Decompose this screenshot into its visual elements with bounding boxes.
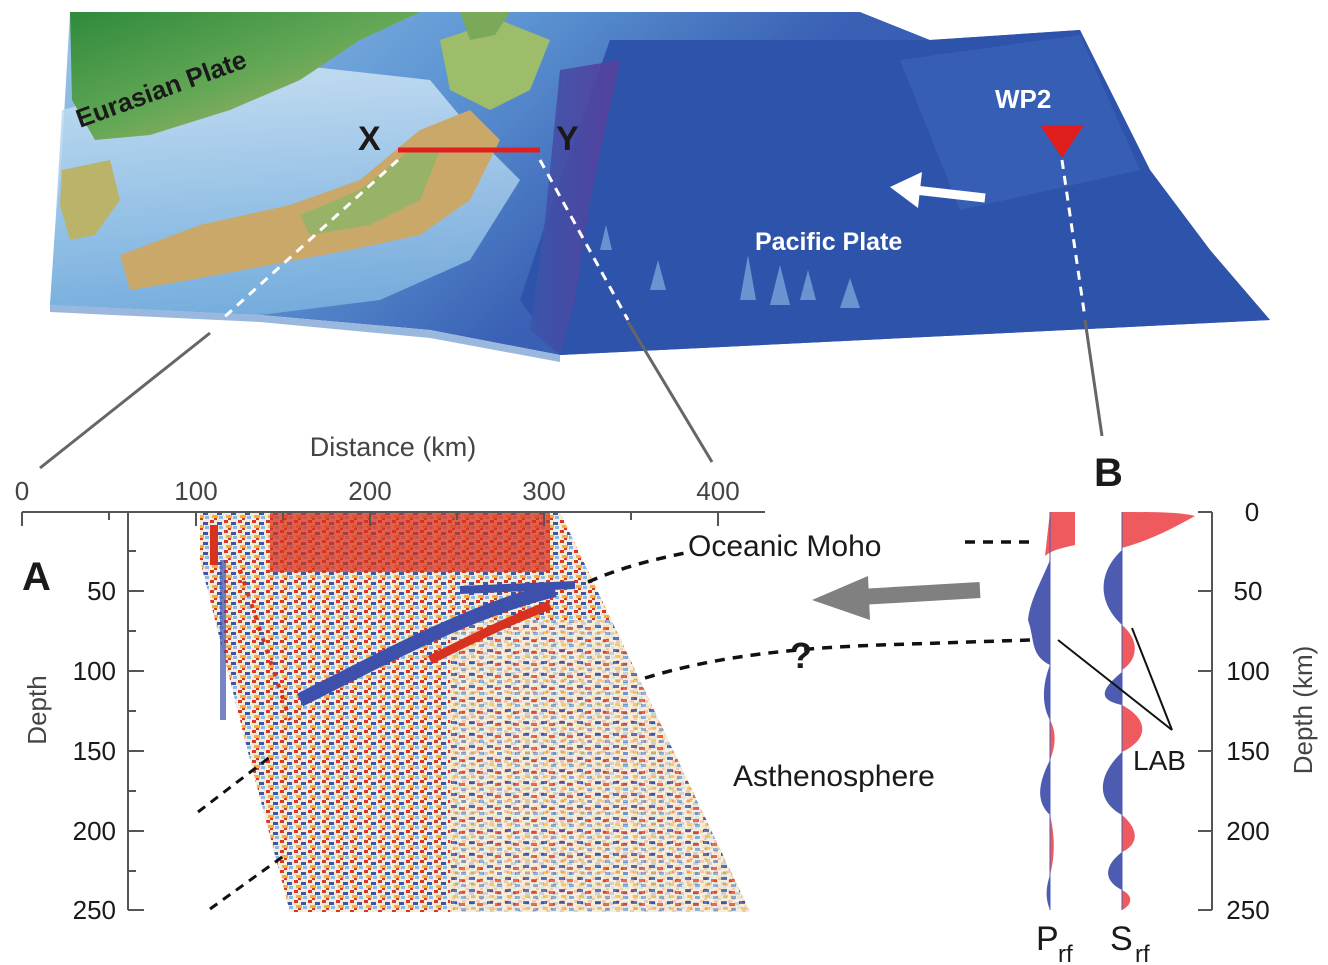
depth-tick-label: 200 xyxy=(1226,816,1269,846)
oceanic-moho-label: Oceanic Moho xyxy=(688,530,881,563)
x-ticks-major xyxy=(21,512,719,526)
pacific-plate-surface xyxy=(520,30,1270,355)
p-rf-subscript: rf xyxy=(1058,941,1073,965)
japan-honshu-green xyxy=(300,150,440,235)
japan-hokkaido xyxy=(440,20,550,110)
depth-tick-label: 50 xyxy=(1234,576,1263,606)
sakhalin xyxy=(460,12,510,40)
x-axis-title: Distance (km) xyxy=(310,432,477,462)
asthenosphere-label: Asthenosphere xyxy=(733,760,935,793)
x-tick-label: 100 xyxy=(174,476,217,506)
x-tick-label: 200 xyxy=(348,476,391,506)
lab-connector xyxy=(644,638,1031,680)
seamounts xyxy=(600,225,860,308)
projection-line-station-dashed xyxy=(1060,159,1087,319)
panel-a: Distance (km) 0 100 200 300 400 50 100 1… xyxy=(15,432,765,925)
peninsula xyxy=(60,160,120,240)
rf-trace-strip xyxy=(210,525,218,565)
y-ticks-major xyxy=(128,550,144,911)
y-tick-label: 200 xyxy=(73,816,116,846)
rf-trace-strip xyxy=(220,560,226,720)
depth-tick-label: 100 xyxy=(1226,656,1269,686)
pacific-plate-label: Pacific Plate xyxy=(755,228,902,256)
question-mark: ? xyxy=(790,635,812,676)
depth-tick-label: 0 xyxy=(1245,497,1259,527)
profile-start-label: X xyxy=(358,120,381,158)
s-rf-subscript: rf xyxy=(1135,941,1150,965)
projection-line-station xyxy=(1083,319,1104,437)
connecting-annotations: Oceanic Moho ? Asthenosphere xyxy=(587,530,1031,793)
station-triangle-icon xyxy=(1040,125,1084,158)
profile-end-label: Y xyxy=(556,120,579,158)
p-rf-label: P xyxy=(1036,920,1059,958)
s-rf-label: S xyxy=(1110,920,1133,958)
y-tick-label: 100 xyxy=(73,656,116,686)
trench xyxy=(530,60,620,355)
projection-line-right xyxy=(626,321,714,463)
y-tick-label: 50 xyxy=(87,576,116,606)
p-rf-trace xyxy=(1028,512,1075,910)
s-rf-trace xyxy=(1102,512,1195,910)
block-edge xyxy=(50,305,560,362)
depth-tick-label: 150 xyxy=(1226,736,1269,766)
dashed-trend-line xyxy=(209,853,286,911)
lab-label: LAB xyxy=(1133,745,1186,776)
panel-a-letter: A xyxy=(22,555,51,599)
pacific-plate-highlight xyxy=(900,35,1140,210)
panel-b-letter: B xyxy=(1094,451,1123,495)
projection-line-left xyxy=(39,331,211,470)
rf-trace-strip xyxy=(238,569,292,721)
motion-arrow-icon xyxy=(812,576,981,620)
eurasian-landmass xyxy=(70,12,420,140)
lab-pointer xyxy=(1057,639,1173,731)
y-axis-title: Depth xyxy=(22,675,52,744)
panel-b: B LAB xyxy=(1028,451,1318,965)
y-tick-label: 150 xyxy=(73,736,116,766)
x-tick-label: 300 xyxy=(522,476,565,506)
plate-motion-arrow-icon xyxy=(890,172,986,208)
station-label: WP2 xyxy=(995,84,1051,114)
depth-ticks xyxy=(1198,511,1212,911)
projection-line-right-dashed xyxy=(538,159,630,321)
lab-pointer xyxy=(1131,627,1173,731)
y-tick-label: 250 xyxy=(73,895,116,925)
depth-axis-title: Depth (km) xyxy=(1288,646,1318,775)
moho-connector xyxy=(587,550,691,584)
x-tick-label: 0 xyxy=(15,476,29,506)
x-tick-label: 400 xyxy=(696,476,739,506)
depth-tick-label: 250 xyxy=(1226,895,1269,925)
projection-line-left-dashed xyxy=(208,158,400,332)
relief-map xyxy=(50,12,1270,362)
